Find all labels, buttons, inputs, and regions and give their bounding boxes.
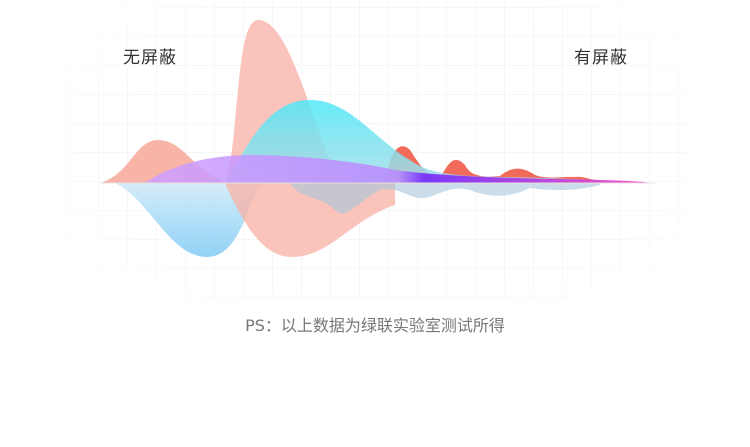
- blue-wave-lower: [115, 183, 265, 257]
- shielded-label: 有屏蔽: [574, 48, 628, 68]
- purple-wave: [145, 155, 652, 183]
- footnote: PS：以上数据为绿联实验室测试所得: [245, 316, 505, 335]
- unshielded-label: 无屏蔽: [123, 48, 177, 68]
- gray-wave-lower: [290, 183, 600, 214]
